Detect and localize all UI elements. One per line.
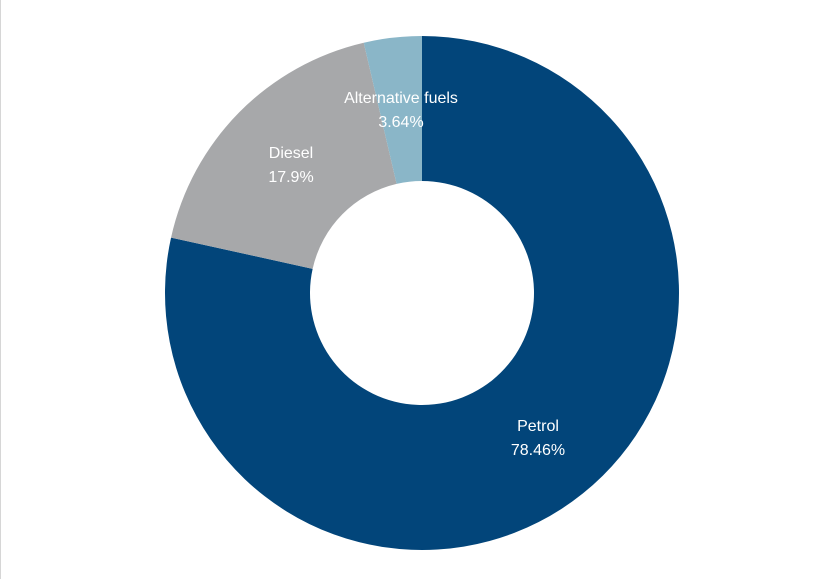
slice-diesel <box>171 42 397 269</box>
slice-petrol <box>164 36 679 550</box>
slice-value-diesel: 17.9% <box>268 169 313 186</box>
slices-group <box>164 36 679 550</box>
labels-group: Petrol 78.46% Diesel 17.9% Alternative fuels… <box>268 90 565 459</box>
slice-label-alternative-fuels: Alternative fuels <box>344 90 458 107</box>
slice-value-petrol: 78.46% <box>511 442 565 459</box>
slice-label-petrol: Petrol <box>517 418 559 435</box>
slice-alternative-fuels <box>363 36 422 184</box>
slice-label-diesel: Diesel <box>269 145 313 162</box>
slice-value-alternative-fuels: 3.64% <box>378 114 423 131</box>
